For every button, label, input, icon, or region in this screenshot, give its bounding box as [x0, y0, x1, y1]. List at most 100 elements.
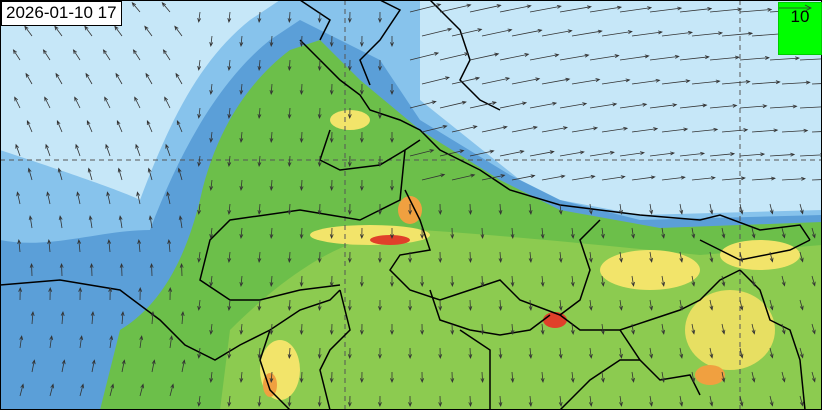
wind-arrow-icon — [529, 150, 555, 157]
wind-arrow-icon — [468, 251, 473, 264]
wind-arrow-icon — [811, 83, 822, 85]
wind-arrow-icon — [451, 125, 478, 133]
wind-arrow-icon — [85, 72, 93, 85]
wind-arrow-icon — [451, 173, 476, 181]
wind-arrow-icon — [120, 311, 125, 325]
wind-arrow-icon — [619, 395, 623, 407]
wind-arrow-icon — [329, 83, 334, 96]
wind-arrow-icon — [438, 251, 443, 264]
wind-arrow-icon — [649, 6, 683, 13]
wind-arrow-icon — [438, 347, 443, 360]
wind-arrow-icon — [180, 311, 185, 325]
pollution-patch — [370, 235, 410, 245]
wind-arrow-icon — [49, 335, 54, 349]
wind-arrow-icon — [799, 58, 822, 61]
wind-arrow-icon — [739, 56, 770, 61]
wind-arrow-icon — [721, 227, 726, 239]
wind-arrow-icon — [661, 275, 666, 287]
wind-arrow-icon — [559, 102, 588, 109]
wind-arrow-icon — [709, 103, 738, 109]
wind-arrow-icon — [197, 299, 202, 311]
wind-arrow-icon — [121, 359, 126, 373]
wind-arrow-icon — [649, 203, 653, 215]
wind-arrow-icon — [679, 55, 710, 61]
wind-arrow-icon — [61, 359, 66, 373]
wind-arrow-icon — [150, 311, 155, 325]
wind-arrow-icon — [209, 179, 214, 191]
wind-arrow-icon — [811, 179, 822, 181]
wind-arrow-icon — [450, 323, 455, 336]
wind-arrow-icon — [468, 203, 473, 216]
wind-arrow-icon — [287, 395, 292, 408]
wind-arrow-icon — [421, 76, 451, 85]
wind-arrow-icon — [438, 203, 443, 216]
wind-arrow-icon — [104, 96, 111, 109]
wind-arrow-icon — [86, 119, 93, 133]
wind-arrow-icon — [541, 126, 569, 133]
wind-arrow-icon — [420, 275, 425, 288]
wind-arrow-icon — [181, 359, 186, 373]
wind-arrow-icon — [287, 299, 292, 312]
wind-arrow-icon — [89, 262, 94, 277]
wind-arrow-icon — [57, 167, 63, 181]
wind-arrow-icon — [148, 215, 153, 229]
wind-arrow-icon — [571, 174, 596, 181]
wind-arrow-icon — [661, 127, 689, 133]
wind-arrow-icon — [691, 79, 721, 85]
wind-arrow-icon — [359, 35, 364, 48]
wind-arrow-icon — [781, 323, 786, 335]
wind-arrow-icon — [439, 52, 470, 61]
wind-arrow-icon — [510, 371, 515, 383]
wind-arrow-icon — [540, 371, 545, 383]
wind-arrow-icon — [481, 77, 511, 85]
wind-arrow-icon — [329, 131, 334, 144]
wind-arrow-icon — [511, 28, 543, 37]
wind-arrow-icon — [420, 323, 425, 336]
wind-arrow-icon — [721, 323, 726, 335]
wind-arrow-icon — [408, 299, 412, 312]
wind-arrow-icon — [132, 49, 141, 61]
wind-arrow-icon — [137, 239, 142, 253]
wind-arrow-icon — [79, 383, 85, 397]
wind-arrow-icon — [498, 347, 503, 359]
wind-arrow-icon — [558, 347, 563, 359]
wind-arrow-icon — [269, 227, 274, 239]
wind-arrow-icon — [239, 131, 244, 143]
wind-arrow-icon — [12, 49, 21, 61]
wind-arrow-icon — [589, 102, 618, 109]
wind-arrow-icon — [179, 262, 184, 277]
wind-arrow-icon — [257, 203, 262, 215]
wind-arrow-icon — [162, 49, 171, 61]
wind-arrow-icon — [589, 150, 615, 157]
wind-arrow-icon — [287, 347, 292, 360]
wind-arrow-icon — [175, 72, 183, 85]
wind-arrow-icon — [84, 25, 93, 37]
wind-arrow-icon — [17, 239, 22, 253]
wind-arrow-icon — [420, 371, 425, 384]
wind-arrow-icon — [739, 152, 766, 157]
wind-arrow-icon — [197, 251, 202, 263]
wind-arrow-icon — [661, 30, 694, 37]
wind-arrow-icon — [25, 72, 33, 85]
wind-arrow-icon — [739, 251, 744, 263]
wind-arrow-icon — [649, 54, 680, 61]
wind-arrow-icon — [600, 323, 605, 335]
wind-arrow-icon — [239, 323, 244, 335]
wind-arrow-icon — [439, 149, 465, 157]
wind-arrow-icon — [257, 251, 262, 263]
wind-arrow-icon — [421, 173, 446, 181]
wind-arrow-icon — [102, 49, 111, 61]
wind-arrow-icon — [114, 25, 123, 37]
wind-arrow-icon — [347, 347, 352, 360]
wind-arrow-icon — [299, 131, 304, 144]
wind-arrow-icon — [117, 167, 123, 181]
wind-arrow-icon — [329, 371, 334, 384]
wind-arrow-icon — [347, 59, 352, 72]
wind-arrow-icon — [709, 152, 736, 157]
wind-arrow-icon — [601, 30, 633, 37]
wind-arrow-icon — [781, 371, 786, 383]
wind-arrow-icon — [19, 335, 24, 349]
wind-arrow-icon — [601, 78, 631, 85]
wind-arrow-icon — [498, 299, 503, 311]
